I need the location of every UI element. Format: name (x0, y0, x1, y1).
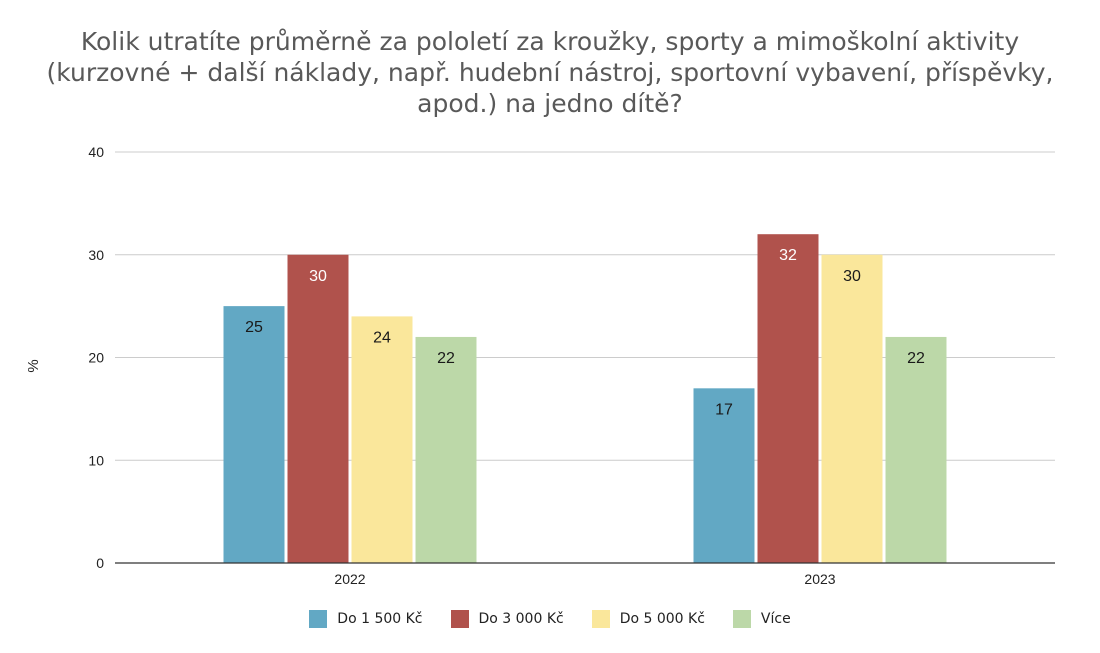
bar (415, 336, 477, 563)
x-axis-ticks: 2022 2023 (334, 571, 835, 587)
legend-swatch (309, 610, 328, 628)
bar (885, 336, 947, 563)
y-tick-label: 0 (96, 555, 104, 571)
bar-chart: 0 10 20 30 40 % 25 30 24 22 17 32 30 22 2022 2023 (25, 144, 1055, 587)
legend-label: Více (760, 611, 791, 627)
legend-swatch (591, 610, 610, 628)
legend-label: Do 3 000 Kč (478, 611, 564, 627)
data-label: 30 (843, 268, 861, 285)
y-tick-label: 30 (88, 247, 104, 263)
y-tick-label: 40 (88, 144, 104, 160)
legend-item: Do 1 500 Kč (309, 610, 423, 628)
chart-title: Kolik utratíte průměrně za pololetí za k… (0, 26, 1100, 119)
chart-title-line-2: (kurzovné + další náklady, např. hudební… (46, 58, 1054, 87)
data-label: 22 (437, 350, 455, 367)
data-label: 25 (245, 319, 263, 336)
data-label: 30 (309, 268, 327, 285)
legend-swatch (732, 610, 751, 628)
y-tick-label: 10 (88, 452, 104, 468)
chart-title-line-3: apod.) na jedno dítě? (417, 89, 683, 118)
y-tick-label: 20 (88, 350, 104, 366)
legend-swatch (450, 610, 469, 628)
legend-item: Více (732, 610, 791, 628)
data-label: 17 (715, 401, 733, 418)
x-tick-label: 2022 (334, 571, 365, 587)
data-labels: 25 30 24 22 17 32 30 22 (245, 247, 925, 418)
bar (351, 316, 413, 563)
x-tick-label: 2023 (804, 571, 835, 587)
legend-item: Do 3 000 Kč (450, 610, 564, 628)
bar (223, 306, 285, 563)
chart-title-line-1: Kolik utratíte průměrně za pololetí za k… (80, 27, 1020, 56)
bar (757, 234, 819, 563)
data-label: 22 (907, 350, 925, 367)
y-axis-ticks: 0 10 20 30 40 (88, 144, 104, 571)
data-label: 32 (779, 247, 797, 264)
legend-item: Do 5 000 Kč (591, 610, 705, 628)
data-label: 24 (373, 329, 391, 346)
y-axis-label: % (25, 359, 42, 372)
legend-label: Do 5 000 Kč (619, 611, 705, 627)
bar (287, 254, 349, 563)
bars (223, 234, 947, 563)
legend: Do 1 500 Kč Do 3 000 Kč Do 5 000 Kč Více (0, 610, 1100, 628)
legend-label: Do 1 500 Kč (337, 611, 423, 627)
bar (693, 388, 755, 563)
bar (821, 254, 883, 563)
